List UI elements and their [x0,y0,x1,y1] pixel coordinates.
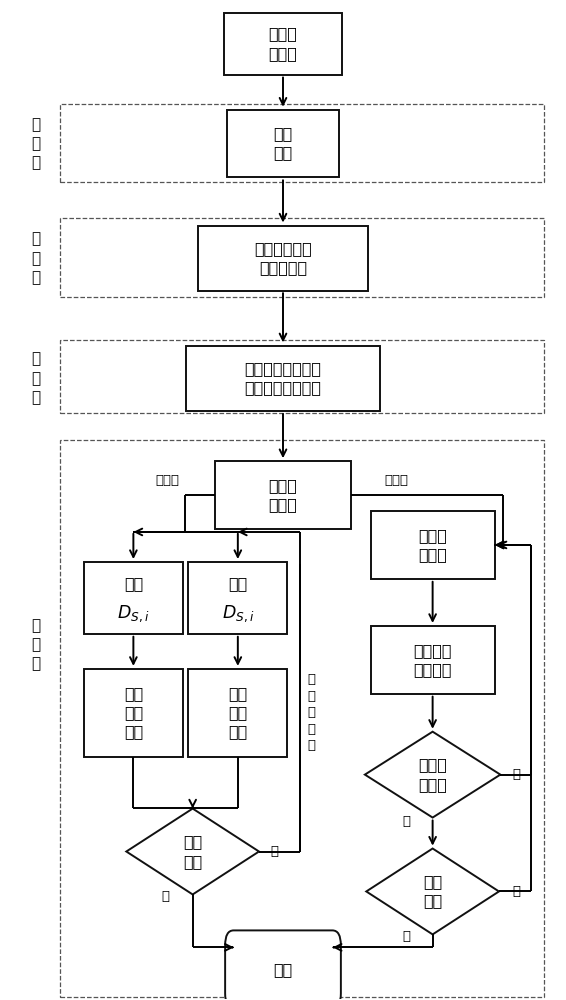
Text: $\mathit{D}_{S,i}$: $\mathit{D}_{S,i}$ [117,604,149,624]
Text: 步
骤
四: 步 骤 四 [31,618,40,671]
FancyBboxPatch shape [371,511,495,579]
FancyBboxPatch shape [225,930,341,1000]
FancyBboxPatch shape [198,226,368,291]
Text: 否: 否 [512,768,520,781]
Text: 寻峰
操作: 寻峰 操作 [273,126,293,161]
Text: 原始衍
射图谱: 原始衍 射图谱 [268,27,298,61]
Text: 否: 否 [271,845,278,858]
FancyBboxPatch shape [84,562,183,634]
Text: 选取指
标化点: 选取指 标化点 [418,528,447,562]
Text: 读取: 读取 [228,576,247,591]
Text: 步
骤
三: 步 骤 三 [31,351,40,405]
Polygon shape [366,849,499,934]
FancyBboxPatch shape [84,669,183,757]
Text: 遍历
完成: 遍历 完成 [423,874,442,909]
FancyBboxPatch shape [224,13,342,75]
Text: 否: 否 [512,885,520,898]
Text: 边界全
为晶界: 边界全 为晶界 [418,758,447,792]
FancyBboxPatch shape [215,461,351,529]
Text: 计
算
下
一
点: 计 算 下 一 点 [307,673,315,752]
Text: 计算: 计算 [124,576,143,591]
FancyBboxPatch shape [188,562,287,634]
Polygon shape [126,809,259,894]
FancyBboxPatch shape [186,346,380,411]
Text: 比较
旁列
方向: 比较 旁列 方向 [228,686,247,739]
Text: 结束: 结束 [273,962,293,977]
Text: 步
骤
一: 步 骤 一 [31,117,40,170]
Text: $\mathit{D}_{S,i}$: $\mathit{D}_{S,i}$ [221,604,254,624]
Text: 是: 是 [161,890,169,903]
Text: 步
骤
二: 步 骤 二 [31,232,40,285]
Text: 是: 是 [402,815,410,828]
Text: 比较
前进
方向: 比较 前进 方向 [124,686,143,739]
Text: 遍历
完成: 遍历 完成 [183,834,202,869]
Polygon shape [365,732,500,818]
Text: 扫描式: 扫描式 [155,474,179,487]
Text: 是: 是 [402,930,410,943]
Text: 比较扩展
晶粒边界: 比较扩展 晶粒边界 [413,643,452,677]
FancyBboxPatch shape [226,110,340,177]
Text: 定义标准角度
差序列取法: 定义标准角度 差序列取法 [254,241,312,275]
FancyBboxPatch shape [188,669,287,757]
Text: 定义比较两点是否
为同一晶粒的方法: 定义比较两点是否 为同一晶粒的方法 [245,361,321,395]
FancyBboxPatch shape [371,626,495,694]
Text: 辐射式: 辐射式 [384,474,408,487]
Text: 选择遍
历方法: 选择遍 历方法 [268,478,298,512]
